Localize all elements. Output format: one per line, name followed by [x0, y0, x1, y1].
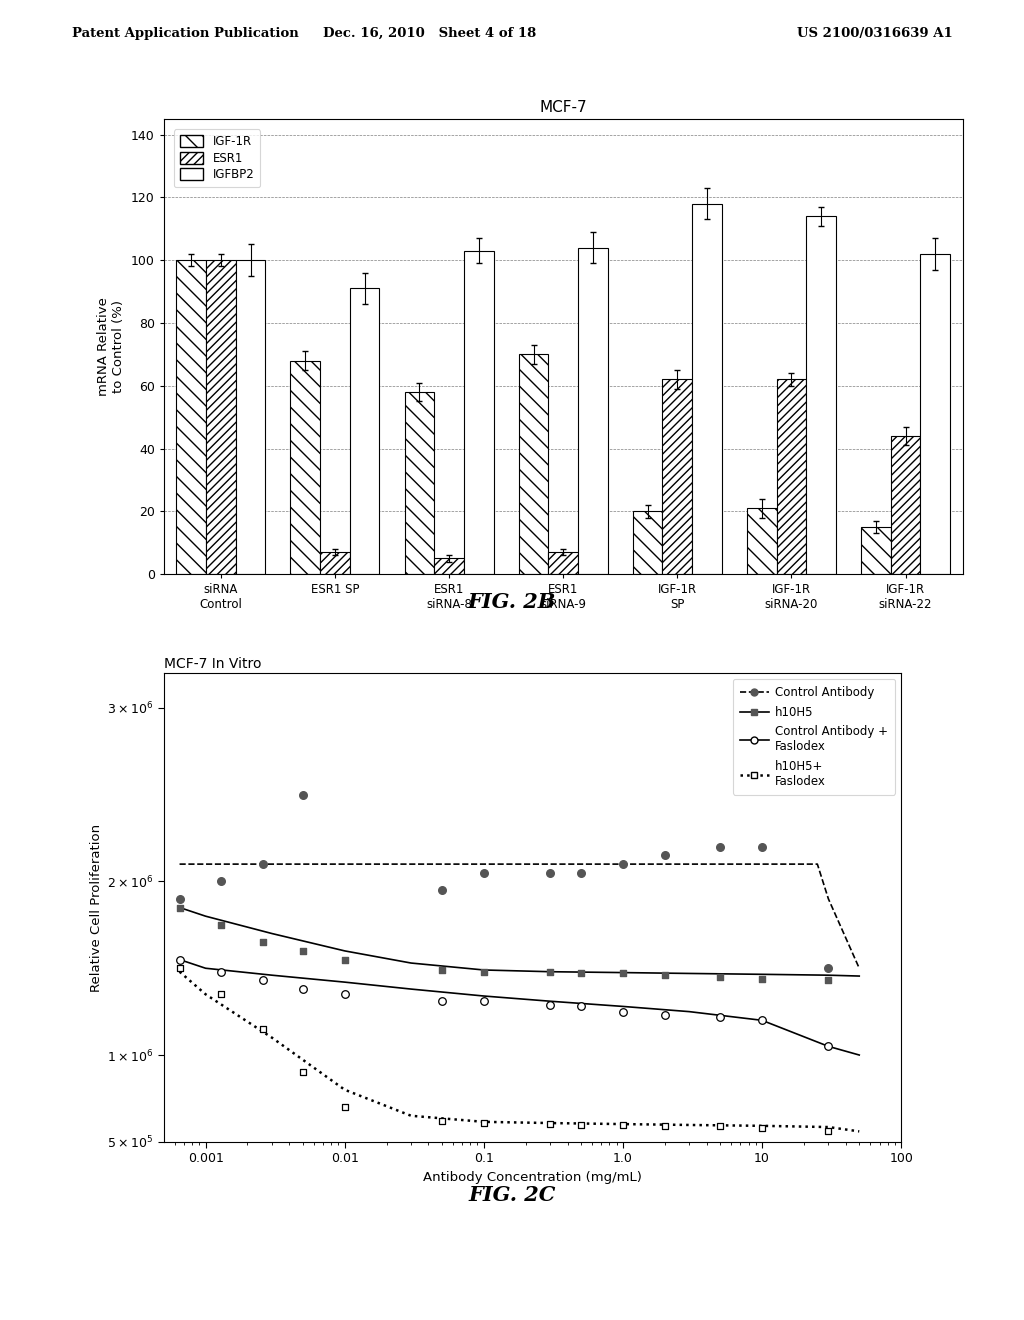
Point	[712, 966, 728, 987]
Bar	[434, 558, 464, 574]
Bar	[891, 436, 921, 574]
Point	[820, 1036, 837, 1057]
Point	[614, 854, 631, 875]
Point	[614, 962, 631, 983]
Point	[171, 949, 187, 970]
Point	[295, 978, 311, 999]
Bar	[692, 203, 722, 574]
Bar	[321, 552, 350, 574]
Point	[754, 1010, 770, 1031]
Bar	[921, 253, 950, 574]
Point	[656, 1005, 673, 1026]
Point	[171, 898, 187, 919]
Point	[820, 958, 837, 979]
Point	[434, 1110, 451, 1131]
Point	[656, 1115, 673, 1137]
Point	[295, 784, 311, 805]
Point	[171, 958, 187, 979]
Point	[255, 1019, 271, 1040]
Point	[820, 970, 837, 991]
Point	[337, 1097, 353, 1118]
Bar	[519, 354, 549, 574]
Point	[656, 965, 673, 986]
Point	[656, 845, 673, 866]
Bar	[663, 379, 692, 574]
Point	[754, 836, 770, 857]
Y-axis label: mRNA Relative
to Control (%): mRNA Relative to Control (%)	[97, 297, 125, 396]
Bar	[236, 260, 265, 574]
Bar	[350, 288, 380, 574]
Point	[213, 915, 229, 936]
Point	[572, 962, 589, 983]
Point	[475, 990, 492, 1011]
Point	[542, 1114, 558, 1135]
X-axis label: Antibody Concentration (mg/mL): Antibody Concentration (mg/mL)	[423, 1171, 642, 1184]
Title: MCF-7: MCF-7	[540, 100, 587, 115]
Point	[295, 1061, 311, 1082]
Text: US 2100/0316639 A1: US 2100/0316639 A1	[797, 26, 952, 40]
Point	[213, 961, 229, 982]
Point	[255, 932, 271, 953]
Point	[614, 1001, 631, 1022]
Point	[171, 888, 187, 909]
Text: Patent Application Publication: Patent Application Publication	[72, 26, 298, 40]
Point	[337, 949, 353, 970]
Bar	[578, 248, 607, 574]
Bar	[776, 379, 806, 574]
Point	[213, 983, 229, 1005]
Point	[542, 994, 558, 1015]
Y-axis label: Relative Cell Proliferation: Relative Cell Proliferation	[90, 824, 103, 991]
Point	[475, 862, 492, 883]
Point	[337, 983, 353, 1005]
Legend: Control Antibody, h10H5, Control Antibody +
Faslodex, h10H5+
Faslodex: Control Antibody, h10H5, Control Antibod…	[732, 678, 895, 795]
Point	[542, 862, 558, 883]
Point	[475, 1113, 492, 1134]
Point	[434, 990, 451, 1011]
Bar	[291, 360, 321, 574]
Point	[572, 862, 589, 883]
Bar	[464, 251, 494, 574]
Text: MCF-7 In Vitro: MCF-7 In Vitro	[164, 656, 261, 671]
Point	[295, 940, 311, 961]
Point	[542, 961, 558, 982]
Bar	[633, 511, 663, 574]
Text: Dec. 16, 2010   Sheet 4 of 18: Dec. 16, 2010 Sheet 4 of 18	[324, 26, 537, 40]
Point	[572, 1115, 589, 1137]
Text: FIG. 2C: FIG. 2C	[468, 1184, 556, 1205]
Point	[754, 968, 770, 989]
Point	[434, 960, 451, 981]
Point	[255, 970, 271, 991]
Legend: IGF-1R, ESR1, IGFBP2: IGF-1R, ESR1, IGFBP2	[174, 129, 260, 187]
Point	[712, 1115, 728, 1137]
Point	[255, 854, 271, 875]
Point	[434, 879, 451, 900]
Bar	[206, 260, 236, 574]
Point	[614, 1115, 631, 1137]
Point	[820, 1121, 837, 1142]
Bar	[404, 392, 434, 574]
Point	[572, 995, 589, 1016]
Text: FIG. 2B: FIG. 2B	[468, 591, 556, 612]
Bar	[176, 260, 206, 574]
Bar	[806, 216, 836, 574]
Point	[712, 836, 728, 857]
Point	[213, 871, 229, 892]
Point	[475, 961, 492, 982]
Point	[754, 1117, 770, 1138]
Bar	[549, 552, 578, 574]
Point	[712, 1006, 728, 1027]
Bar	[861, 527, 891, 574]
Bar	[746, 508, 776, 574]
